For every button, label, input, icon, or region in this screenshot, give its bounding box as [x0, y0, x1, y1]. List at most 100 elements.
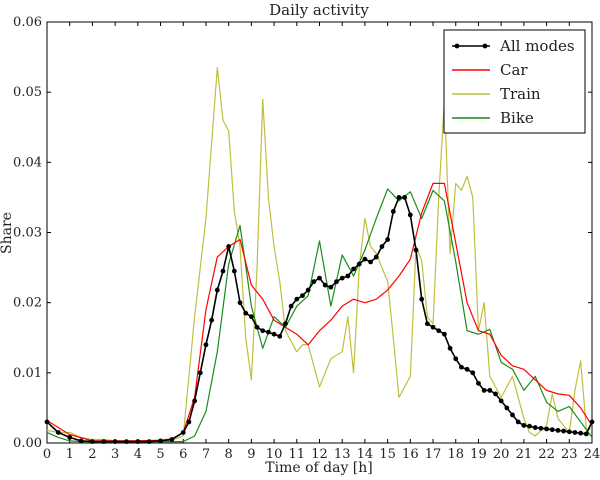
data-point-all-modes [589, 419, 595, 425]
data-point-all-modes [430, 324, 436, 330]
x-tick-label: 1 [66, 447, 74, 462]
data-point-all-modes [459, 364, 464, 370]
data-point-all-modes [544, 426, 549, 432]
data-point-all-modes [402, 195, 408, 200]
data-point-all-modes [464, 366, 470, 372]
data-point-all-modes [356, 261, 362, 267]
legend-marker-all-modes [454, 43, 460, 49]
data-point-all-modes [203, 342, 209, 348]
data-point-all-modes [345, 273, 351, 279]
data-point-all-modes [538, 425, 544, 431]
data-point-all-modes [197, 370, 203, 376]
data-point-all-modes [317, 275, 322, 281]
data-point-all-modes [220, 268, 226, 274]
x-tick-label: 23 [561, 447, 578, 462]
y-tick-label: 0.00 [13, 436, 42, 451]
y-tick-label: 0.05 [13, 85, 42, 100]
data-point-all-modes [476, 380, 481, 386]
series-line-bike [46, 188, 593, 443]
x-tick-label: 6 [179, 447, 187, 462]
data-point-all-modes [390, 209, 396, 214]
data-point-all-modes [305, 287, 311, 293]
x-tick-label: 13 [334, 447, 351, 462]
data-point-all-modes [470, 370, 476, 376]
data-point-all-modes [453, 356, 459, 362]
data-point-all-modes [124, 439, 129, 444]
data-point-all-modes [260, 328, 266, 334]
x-tick-label: 9 [247, 447, 255, 462]
data-point-all-modes [277, 333, 283, 339]
data-point-all-modes [294, 296, 300, 302]
data-point-all-modes [396, 195, 402, 200]
data-point-all-modes [158, 438, 163, 444]
data-point-all-modes [413, 247, 419, 253]
data-point-all-modes [67, 434, 73, 440]
data-point-all-modes [254, 324, 260, 330]
data-point-all-modes [532, 425, 538, 430]
data-point-all-modes [419, 296, 425, 302]
x-tick-label: 22 [538, 447, 555, 462]
legend-label-bike: Bike [500, 109, 534, 127]
y-axis-label: Share [0, 212, 15, 254]
data-point-all-modes [510, 412, 515, 418]
data-point-all-modes [572, 430, 578, 435]
data-point-all-modes [566, 429, 572, 435]
data-point-all-modes [226, 244, 232, 249]
x-axis: 0 1 2 3 4 5 6 7 8 9 10 11 12 13 14 15 16 17 18 19 20 21 22 23 24 [43, 22, 600, 462]
x-tick-label: 3 [111, 447, 119, 462]
data-point-all-modes [487, 387, 493, 393]
legend-box [443, 29, 586, 134]
x-tick-label: 10 [266, 447, 283, 462]
x-tick-label: 17 [425, 447, 442, 462]
data-point-all-modes [271, 331, 277, 337]
data-point-all-modes [288, 303, 294, 309]
data-point-all-modes [300, 293, 305, 299]
legend-label-train: Train [500, 85, 541, 103]
data-point-all-modes [578, 430, 584, 436]
x-tick-label: 21 [516, 447, 533, 462]
data-point-all-modes [351, 266, 356, 272]
data-point-all-modes [328, 284, 334, 290]
x-tick-label: 19 [470, 447, 487, 462]
series-line-all-modes [46, 196, 593, 443]
x-tick-label: 5 [156, 447, 164, 462]
x-axis-label: Time of day [h] [265, 460, 373, 476]
data-point-all-modes [186, 419, 192, 425]
data-point-all-modes [135, 439, 141, 444]
data-point-all-modes [555, 427, 561, 433]
y-tick-label: 0.06 [13, 15, 42, 30]
series-line-car [46, 182, 593, 442]
series-line-train [46, 67, 592, 442]
data-point-all-modes [515, 419, 521, 425]
legend-label-all-modes: All modes [499, 37, 575, 55]
data-point-all-modes [283, 321, 288, 327]
y-axis: 0.00 0.01 0.02 0.03 0.04 0.05 0.06 [13, 15, 592, 451]
data-point-all-modes [231, 268, 237, 274]
y-tick-label: 0.01 [13, 366, 42, 381]
data-point-all-modes [436, 328, 442, 334]
data-point-all-modes [112, 439, 118, 444]
x-tick-label: 20 [493, 447, 510, 462]
data-point-all-modes [180, 430, 186, 435]
chart-title: Daily activity [269, 1, 369, 19]
data-point-all-modes [90, 439, 95, 444]
data-point-all-modes [209, 317, 215, 323]
data-point-all-modes [55, 430, 61, 435]
data-point-all-modes [237, 300, 243, 306]
data-point-all-modes [192, 398, 198, 404]
x-tick-label: 4 [134, 447, 142, 462]
data-point-all-modes [521, 423, 527, 428]
data-point-all-modes [339, 275, 345, 281]
data-point-all-modes [362, 256, 368, 262]
data-point-all-modes [169, 437, 175, 442]
data-point-all-modes [527, 423, 532, 429]
x-tick-label: 16 [402, 447, 419, 462]
data-point-all-modes [549, 427, 555, 433]
data-point-all-modes [266, 329, 271, 335]
data-point-all-modes [44, 419, 50, 425]
data-point-all-modes [561, 428, 567, 434]
x-tick-label: 7 [202, 447, 210, 462]
data-point-all-modes [498, 398, 504, 404]
data-point-all-modes [373, 254, 379, 260]
data-point-all-modes [78, 438, 84, 444]
